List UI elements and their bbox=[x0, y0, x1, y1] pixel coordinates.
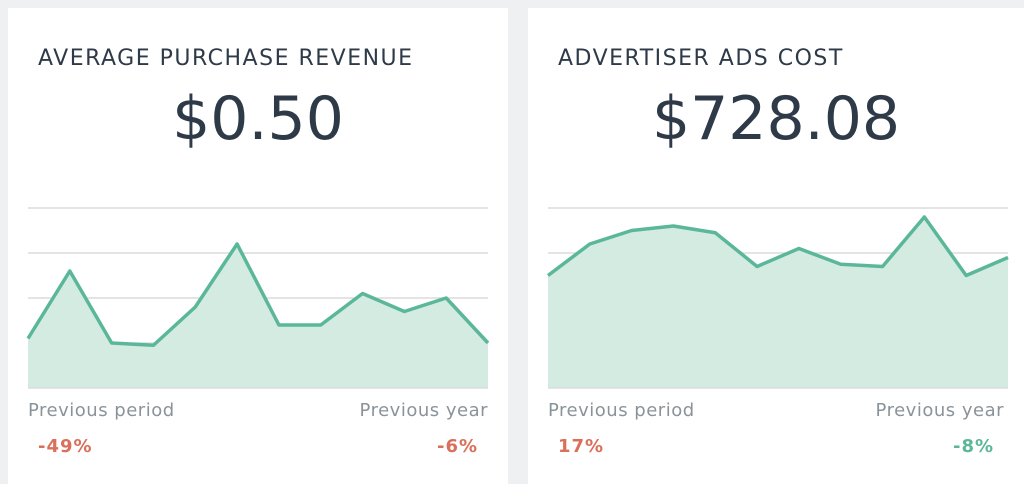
previous-year-change: -6% bbox=[436, 436, 478, 457]
card-value: $0.50 bbox=[172, 84, 344, 154]
series-area bbox=[548, 217, 1008, 388]
advertiser-ads-cost-card: ADVERTISER ADS COST $728.08 Previous per… bbox=[528, 8, 1024, 484]
previous-year-label: Previous year bbox=[875, 400, 1004, 421]
series-line bbox=[26, 242, 490, 347]
previous-period-label: Previous period bbox=[28, 400, 175, 421]
previous-period-change: 17% bbox=[558, 436, 605, 457]
card-value: $728.08 bbox=[651, 84, 901, 154]
previous-period-change: -49% bbox=[38, 436, 93, 457]
series-line bbox=[546, 215, 1009, 278]
advertiser-ads-cost-sparkline bbox=[546, 207, 1009, 389]
previous-year-label: Previous year bbox=[359, 400, 488, 421]
card-title: ADVERTISER ADS COST bbox=[558, 46, 844, 71]
average-purchase-revenue-sparkline bbox=[26, 207, 490, 389]
series-area bbox=[28, 244, 488, 388]
previous-year-change: -8% bbox=[952, 436, 994, 457]
card-title: AVERAGE PURCHASE REVENUE bbox=[38, 46, 414, 71]
average-purchase-revenue-card: AVERAGE PURCHASE REVENUE $0.50 Previous … bbox=[8, 8, 508, 484]
previous-period-label: Previous period bbox=[548, 400, 695, 421]
